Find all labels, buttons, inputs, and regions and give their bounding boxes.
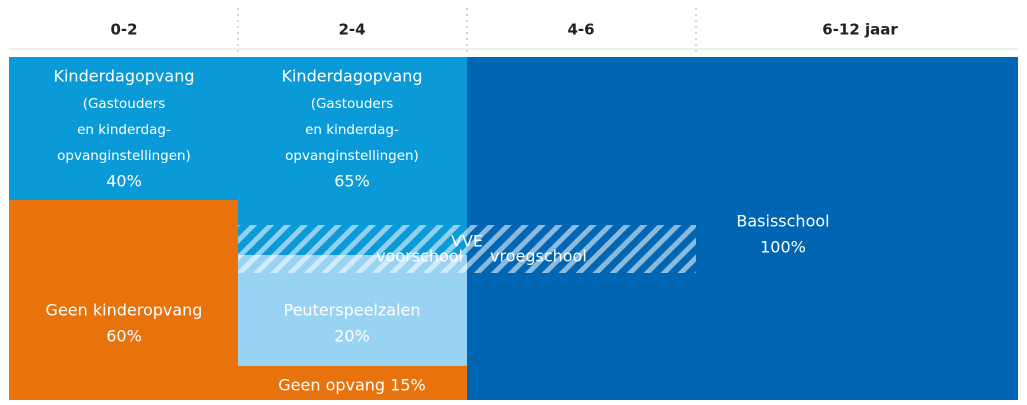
- percent: 65%: [334, 172, 370, 191]
- voorschool-label: voorschool: [376, 247, 463, 266]
- label: Geen opvang 15%: [278, 376, 425, 395]
- geen-kinderopvang-block: [9, 200, 238, 400]
- column-header: 0-2: [110, 21, 137, 39]
- label: (Gastouders: [83, 96, 166, 112]
- vve-band: [238, 225, 696, 273]
- column-header: 2-4: [338, 21, 365, 39]
- kinderdagopvang-block: [238, 57, 467, 255]
- header: 0-2 2-4 4-6 6-12 jaar: [9, 8, 1018, 52]
- peuterspeelzalen-block: [238, 255, 467, 366]
- percent: 20%: [334, 327, 370, 346]
- label: Kinderdagopvang: [281, 67, 422, 86]
- label: Peuterspeelzalen: [283, 301, 420, 320]
- label: Geen kinderopvang: [46, 301, 203, 320]
- vroegschool-label: vroegschool: [490, 247, 587, 266]
- label: opvanginstellingen): [285, 148, 419, 164]
- label: opvanginstellingen): [57, 148, 191, 164]
- percent: 100%: [760, 238, 806, 257]
- label: (Gastouders: [311, 96, 394, 112]
- geen-opvang-block: [238, 366, 467, 400]
- label: en kinderdag-: [77, 122, 171, 138]
- vve-label: VVE: [451, 232, 483, 251]
- label: en kinderdag-: [305, 122, 399, 138]
- kinderdagopvang-block: [9, 57, 238, 200]
- percent: 40%: [106, 172, 142, 191]
- label: Basisschool: [736, 212, 829, 231]
- column-header: 6-12 jaar: [822, 21, 898, 39]
- percent: 60%: [106, 327, 142, 346]
- column-header: 4-6: [567, 21, 594, 39]
- label: Kinderdagopvang: [53, 67, 194, 86]
